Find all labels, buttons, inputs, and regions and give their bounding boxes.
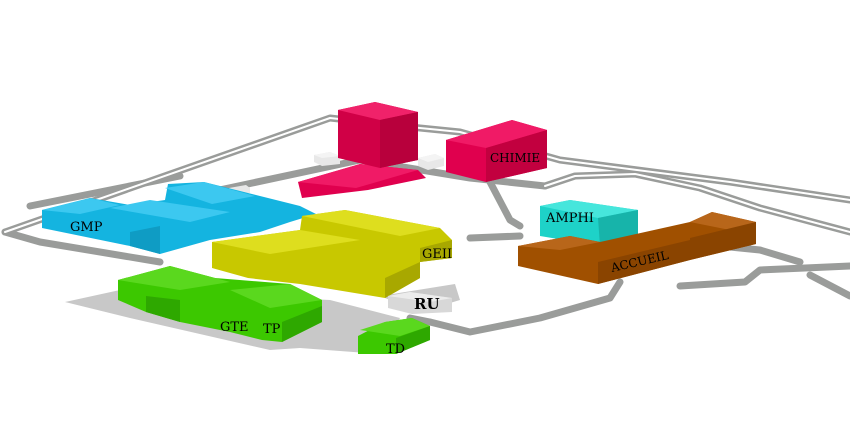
label-geii: GEII xyxy=(422,247,452,262)
building-geii[interactable] xyxy=(212,210,452,298)
building-gmp[interactable] xyxy=(42,182,316,254)
label-ru: RU xyxy=(414,295,440,313)
label-gte: GTE xyxy=(220,320,249,335)
label-amphi: AMPHI xyxy=(545,211,594,226)
building-td[interactable] xyxy=(358,318,430,354)
label-tp: TP xyxy=(263,322,281,337)
building-gte[interactable] xyxy=(118,266,322,342)
building-accueil[interactable] xyxy=(518,212,756,284)
road-network xyxy=(1,114,850,336)
label-chimie: CHIMIE xyxy=(490,151,540,165)
building-ru[interactable] xyxy=(388,292,452,314)
label-gmp: GMP xyxy=(70,220,103,235)
label-td: TD xyxy=(386,342,405,357)
building-chimie[interactable] xyxy=(298,102,547,198)
